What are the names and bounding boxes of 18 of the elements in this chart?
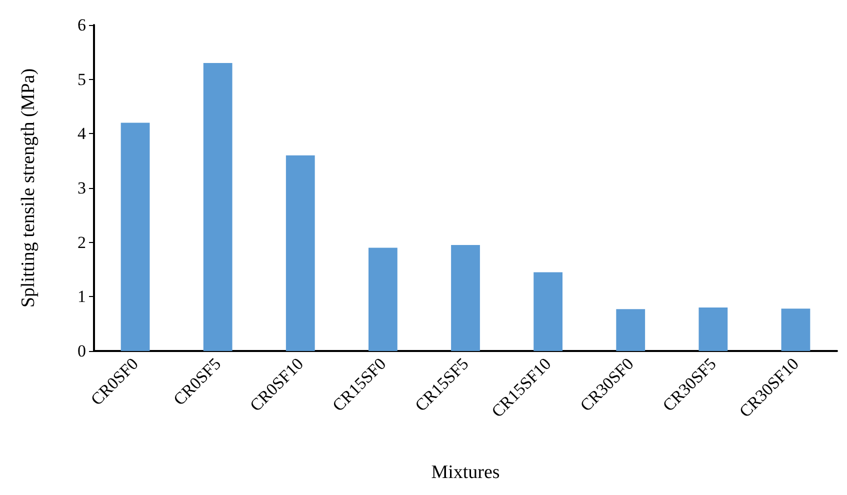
y-tick-label: 5 (78, 70, 86, 89)
bar (781, 308, 810, 351)
y-axis-title: Splitting tensile strength (MPa) (18, 68, 39, 308)
y-tick-label: 1 (78, 287, 86, 306)
y-tick-label: 2 (78, 232, 86, 252)
y-tick-label: 4 (78, 124, 86, 144)
bar (698, 308, 728, 351)
bar (120, 122, 150, 351)
x-axis-title: Mixtures (431, 462, 500, 483)
bar (451, 245, 480, 351)
bar (203, 63, 232, 351)
bar (368, 248, 398, 351)
y-tick-label: 3 (78, 178, 86, 198)
y-tick-label: 6 (78, 16, 86, 34)
bar (286, 155, 315, 351)
bar (616, 309, 646, 351)
y-tick-label: 0 (78, 342, 86, 360)
bar (534, 272, 563, 351)
